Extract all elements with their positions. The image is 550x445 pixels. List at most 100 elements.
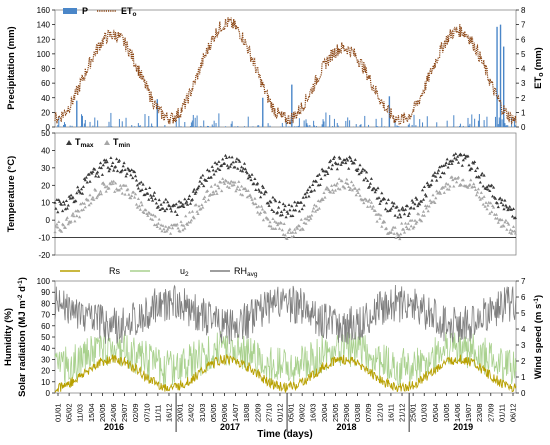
tmin-marker: [190, 209, 195, 213]
tmin-marker: [311, 209, 315, 213]
tmin-marker: [398, 237, 402, 241]
tmax-marker: [188, 202, 193, 205]
tmin-marker: [323, 195, 327, 199]
tmax-marker: [344, 161, 348, 165]
tmin-marker: [479, 191, 483, 194]
tmax-marker: [231, 160, 235, 164]
tmax-marker: [164, 197, 168, 201]
tmax-marker: [182, 205, 186, 208]
tmax-marker: [506, 208, 510, 212]
p3-right-tick-label: 4: [521, 325, 526, 334]
tmin-marker: [86, 198, 90, 202]
tmax-marker: [136, 186, 141, 190]
tmax-marker: [421, 198, 426, 201]
panel1-left-ticks: 0 20 40 60 80 100 120 140 160: [37, 6, 55, 132]
tmin-marker: [373, 209, 377, 212]
precip-bar: [514, 125, 516, 127]
tmax-marker: [303, 192, 307, 196]
tmin-marker: [420, 219, 424, 223]
precip-bar: [468, 125, 470, 127]
tmax-marker: [228, 165, 232, 168]
tmin-marker: [266, 217, 270, 221]
tmax-marker: [107, 169, 111, 173]
tmax-marker: [245, 171, 249, 175]
tmin-marker: [97, 192, 102, 195]
precip-bar: [288, 126, 290, 127]
precip-bar: [332, 126, 334, 127]
precip-bar: [486, 116, 488, 127]
tmax-marker: [282, 208, 286, 211]
tmax-marker: [422, 185, 426, 188]
tmax-marker: [186, 202, 190, 206]
precip-bar: [63, 122, 65, 127]
tmax-marker: [295, 203, 299, 207]
tmax-marker: [235, 157, 239, 160]
legend-tmax-label: Tmax: [75, 137, 94, 149]
tmin-marker: [243, 187, 248, 190]
tmax-marker: [301, 195, 305, 199]
tmin-marker: [124, 184, 128, 187]
tmax-marker: [185, 199, 189, 203]
tmax-marker: [287, 203, 291, 206]
tmax-marker: [478, 180, 482, 184]
tmin-marker: [204, 199, 208, 203]
precip-bar: [76, 100, 78, 127]
precip-bar: [151, 123, 153, 127]
precip-bar: [294, 126, 296, 127]
tmin-marker: [422, 214, 426, 217]
tmin-marker: [409, 224, 413, 228]
tmin-marker: [317, 206, 321, 210]
tmin-marker: [182, 224, 186, 227]
tmax-marker: [211, 168, 215, 172]
tmax-marker: [241, 169, 245, 173]
tmin-marker: [370, 207, 374, 210]
tmin-marker: [473, 185, 477, 188]
x-tick-label: 05/04: [431, 404, 440, 423]
tmin-marker: [480, 196, 484, 200]
x-tick-label: 05/05: [209, 404, 218, 423]
tmin-marker: [421, 209, 426, 213]
precip-bar: [315, 125, 317, 127]
tmax-marker: [284, 215, 288, 219]
tmin-marker: [169, 232, 173, 235]
tmin-marker: [216, 184, 220, 187]
tmin-marker: [112, 179, 116, 183]
tmax-marker: [438, 175, 443, 179]
tmax-marker: [214, 169, 218, 173]
tmax-marker: [347, 166, 351, 170]
tmin-marker: [294, 231, 298, 234]
precip-bar: [337, 125, 339, 127]
legend-rh-label: RHavg: [234, 266, 258, 278]
tmax-marker: [64, 199, 68, 202]
precip-bar: [419, 119, 421, 127]
tmin-marker: [260, 207, 265, 211]
precip-bar: [322, 119, 324, 127]
tmin-marker: [119, 186, 123, 190]
precip-bar: [175, 120, 177, 127]
precip-bar: [398, 126, 400, 127]
x-tick-label: 09/02: [298, 404, 307, 423]
tmin-marker: [344, 181, 348, 184]
tmin-marker: [254, 202, 258, 205]
tmin-marker: [369, 200, 373, 204]
tmin-marker: [302, 221, 306, 224]
precip-bar: [121, 121, 123, 127]
tmax-marker: [148, 186, 152, 189]
precip-bar: [303, 120, 305, 127]
tmin-marker: [195, 210, 199, 213]
precip-bar: [81, 115, 83, 127]
tmin-marker: [504, 218, 508, 222]
tmax-marker: [262, 192, 266, 196]
precip-bar: [347, 117, 349, 127]
tmin-marker: [153, 214, 158, 218]
tmin-marker: [297, 224, 301, 228]
precip-bar: [64, 124, 66, 127]
tmax-marker: [256, 181, 260, 185]
tmax-marker: [319, 177, 323, 180]
tmin-marker: [180, 223, 184, 227]
tmin-marker: [60, 230, 64, 233]
tmin-marker: [66, 222, 70, 226]
precip-bar: [156, 99, 159, 127]
p1-left-tick-label: 20: [41, 108, 50, 117]
tmin-marker: [213, 182, 217, 186]
